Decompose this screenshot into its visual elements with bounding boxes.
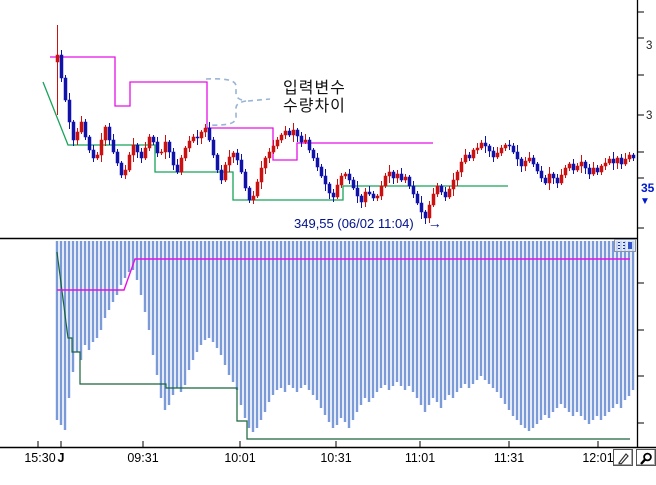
svg-text:15:30: 15:30 <box>24 451 55 465</box>
volume-bar-series[interactable] <box>55 241 635 432</box>
top-green-stepline <box>42 81 508 201</box>
svg-text:10:01: 10:01 <box>224 451 255 465</box>
svg-text:11:01: 11:01 <box>405 451 435 465</box>
badge-dotted-mark <box>623 242 625 249</box>
annotation-line2: 수량차이 <box>283 98 346 115</box>
svg-text:11:31: 11:31 <box>494 451 524 465</box>
zoom-magnifier-button[interactable] <box>636 449 656 466</box>
annotation-line1: 입력변수 <box>283 80 346 97</box>
svg-text:35: 35 <box>641 181 655 195</box>
badge-dotted-mark <box>618 242 620 249</box>
bottom-green-stepline <box>56 251 630 440</box>
badge-solid-mark <box>628 242 632 249</box>
magnifier-icon <box>640 452 652 465</box>
bottom-magenta-stepline <box>57 258 630 291</box>
mini-legend-badge[interactable] <box>614 239 636 252</box>
dashed-brace-annotation-icon <box>200 72 280 132</box>
svg-text:▼: ▼ <box>640 196 650 207</box>
right-arrow-icon: → <box>427 215 442 231</box>
price-low-callout: 349,55 (06/02 11:04) → <box>294 215 442 231</box>
svg-text:12:01: 12:01 <box>582 451 613 465</box>
candlestick-series[interactable] <box>55 25 636 224</box>
top-magenta-stepline <box>50 56 433 161</box>
x-axis-labels: 15:30 J 09:31 10:01 10:31 11:01 11:31 12:01 <box>24 441 614 465</box>
price-low-text: 349,55 (06/02 11:04) <box>294 216 414 231</box>
y-axis-right: 3 3 35▼ <box>637 11 655 424</box>
svg-text:3: 3 <box>646 110 652 122</box>
pencil-icon <box>618 452 629 465</box>
svg-text:J: J <box>58 451 65 465</box>
svg-text:10:31: 10:31 <box>320 451 351 465</box>
draw-pencil-button[interactable] <box>613 449 633 466</box>
input-variable-annotation: 입력변수 수량차이 <box>283 80 346 116</box>
svg-text:09:31: 09:31 <box>127 451 158 465</box>
svg-text:3: 3 <box>646 40 652 52</box>
